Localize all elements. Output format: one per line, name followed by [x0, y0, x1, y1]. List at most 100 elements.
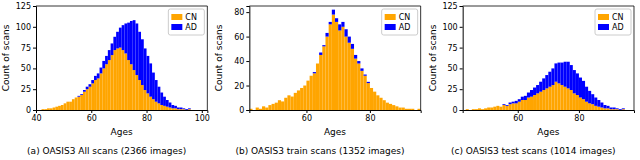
histogram-bar — [272, 104, 275, 110]
histogram-bar — [487, 107, 490, 108]
legend-label: AD — [185, 23, 197, 32]
legend-swatch — [598, 24, 609, 30]
bars — [249, 10, 420, 110]
y-tick: 75 — [447, 44, 462, 53]
y-tick-mark — [460, 27, 463, 28]
x-axis-line — [250, 111, 421, 114]
histogram-bar — [253, 110, 256, 111]
histogram-bar — [316, 63, 319, 64]
histogram-bar — [521, 100, 524, 110]
histogram-bar — [113, 50, 116, 110]
histogram-bar — [561, 63, 564, 85]
histogram-bar — [518, 99, 521, 101]
y-axis: 0255075100125 — [442, 2, 463, 115]
histogram-bar — [351, 49, 354, 110]
histogram-bar — [493, 107, 496, 110]
histogram-bar — [376, 95, 379, 110]
histogram-bar — [558, 63, 561, 84]
x-tick: 80 — [142, 110, 152, 123]
histogram-bar — [310, 75, 313, 76]
histogram-bar — [253, 110, 256, 111]
histogram-bar — [55, 106, 58, 107]
histogram-bar — [539, 92, 542, 110]
histogram-bar — [124, 53, 127, 110]
legend: CNAD — [168, 9, 204, 35]
histogram-bar — [105, 64, 108, 110]
histogram-bar — [256, 107, 259, 108]
histogram-bar — [567, 62, 570, 89]
histogram-bar — [386, 103, 389, 110]
histogram-bar — [606, 108, 609, 110]
y-tick-mark — [33, 27, 36, 28]
y-tick-mark — [33, 110, 36, 111]
histogram-bar — [364, 75, 367, 76]
y-tick: 100 — [16, 23, 36, 32]
histogram-bar — [466, 109, 469, 110]
y-tick-mark — [246, 86, 249, 87]
histogram-bar — [111, 43, 114, 55]
histogram-bar — [332, 10, 335, 15]
histogram-bar — [354, 55, 357, 59]
histogram-bar — [484, 108, 487, 110]
histogram-bar — [622, 108, 625, 110]
histogram-bar — [530, 97, 533, 110]
histogram-bar — [75, 97, 78, 98]
histogram-bar — [506, 106, 509, 110]
histogram-bar — [61, 105, 64, 110]
histogram-bar — [370, 88, 373, 110]
y-tick-label: 125 — [16, 2, 31, 11]
histogram-bar — [341, 27, 344, 110]
histogram-bar — [551, 85, 554, 110]
histogram-bar — [127, 60, 130, 110]
histogram-bar — [44, 109, 47, 110]
histogram-bar — [533, 95, 536, 110]
histogram-bar — [141, 39, 144, 85]
histogram-bar — [158, 103, 161, 110]
histogram-bar — [188, 108, 191, 110]
histogram-bar — [414, 110, 417, 111]
histogram-bar — [499, 106, 502, 107]
histogram-bar — [122, 50, 125, 110]
histogram-bar — [180, 108, 183, 110]
histogram-bar — [287, 95, 290, 110]
y-tick: 0 — [239, 106, 249, 115]
histogram-bar — [297, 90, 300, 110]
histogram-bar — [466, 109, 469, 110]
histogram-bar — [398, 107, 401, 108]
histogram-bar — [582, 81, 585, 99]
y-tick: 75 — [21, 44, 36, 53]
histogram-bar — [484, 108, 487, 109]
histogram-bar — [530, 90, 533, 97]
histogram-bar — [268, 105, 271, 110]
histogram-bar — [152, 99, 155, 110]
x-tick: 100 — [195, 110, 210, 123]
histogram-bar — [395, 106, 398, 107]
x-axis: 406080100 — [31, 110, 210, 123]
histogram-bar — [152, 73, 155, 100]
histogram-bar — [357, 61, 360, 63]
histogram-bar — [335, 18, 338, 22]
histogram-bar — [291, 96, 294, 97]
histogram-bar — [515, 103, 518, 110]
histogram-bar — [475, 109, 478, 110]
histogram-bar — [573, 93, 576, 110]
legend-label: CN — [185, 13, 197, 22]
histogram-bar — [86, 89, 89, 110]
histogram-bar — [303, 86, 306, 110]
histogram-bar — [325, 33, 328, 37]
x-tick-label: 80 — [365, 114, 375, 123]
histogram-bar — [72, 99, 75, 110]
histogram-bar — [155, 102, 158, 110]
histogram-bar — [61, 105, 64, 106]
histogram-bar — [383, 100, 386, 101]
histogram-bar — [348, 37, 351, 43]
histogram-bar — [499, 107, 502, 110]
histogram-bar — [496, 105, 499, 106]
x-tick-label: 100 — [195, 114, 210, 123]
histogram-bar — [259, 109, 262, 110]
x-axis-line — [463, 111, 634, 114]
histogram-bar — [138, 32, 141, 80]
histogram-bar — [613, 108, 616, 110]
histogram-bar — [262, 106, 265, 110]
histogram-bar — [91, 80, 94, 83]
